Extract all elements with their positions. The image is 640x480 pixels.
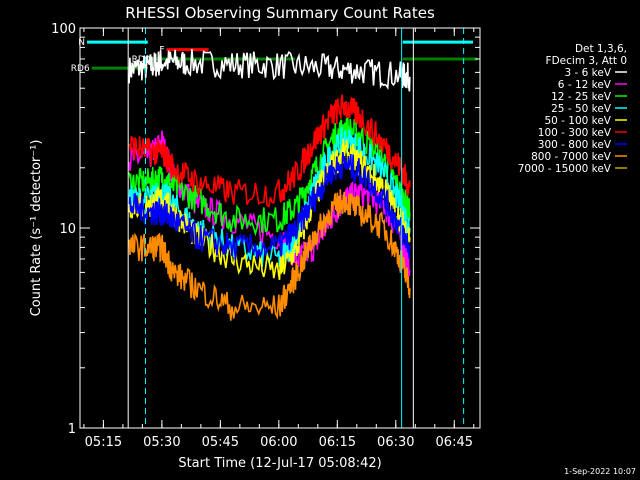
legend-label: 300 - 800 keV <box>538 139 612 151</box>
x-tick-label: 06:30 <box>377 435 414 450</box>
series-line <box>128 94 411 208</box>
x-tick-label: 05:15 <box>85 435 122 450</box>
legend-header: Det 1,3,6, <box>575 43 627 55</box>
x-tick-label: 05:45 <box>202 435 239 450</box>
y-axis-label: Count Rate (s⁻¹ detector⁻¹) <box>29 140 44 317</box>
series-line <box>128 49 411 92</box>
legend-label: 6 - 12 keV <box>558 79 612 91</box>
legend-label: 50 - 100 keV <box>544 115 611 127</box>
x-axis: 05:15 05:30 05:45 06:00 06:15 06:30 06:45 <box>83 28 475 450</box>
y-tick-label: 10 <box>59 222 76 237</box>
legend-header: FDecim 3, Att 0 <box>546 55 627 67</box>
legend-label: 25 - 50 keV <box>551 103 612 115</box>
y-tick-label: 100 <box>51 22 76 37</box>
legend-label: 800 - 7000 keV <box>531 151 612 163</box>
legend-label: 100 - 300 keV <box>538 127 612 139</box>
x-axis-label: Start Time (12-Jul-17 05:08:42) <box>178 456 381 471</box>
series-lines <box>128 49 411 321</box>
x-tick-label: 06:00 <box>260 435 297 450</box>
legend-label: 12 - 25 keV <box>551 91 612 103</box>
flag-label: F <box>159 46 164 56</box>
x-tick-label: 06:45 <box>436 435 473 450</box>
chart-title: RHESSI Observing Summary Count Rates <box>125 4 435 22</box>
series-line <box>128 126 411 267</box>
legend-label: 7000 - 15000 keV <box>518 163 612 175</box>
series-line <box>128 152 411 261</box>
flag-label: N <box>78 38 85 48</box>
y-axis: 1 10 100 <box>51 22 480 437</box>
legend-label: 3 - 6 keV <box>564 67 611 79</box>
y-tick-label: 1 <box>68 422 76 437</box>
series-line <box>128 189 411 321</box>
footer-timestamp: 1-Sep-2022 10:07 <box>564 467 636 476</box>
time-markers <box>127 28 465 428</box>
flag-label: RD0 <box>132 55 151 65</box>
x-tick-label: 06:15 <box>319 435 356 450</box>
x-tick-label: 05:30 <box>143 435 180 450</box>
